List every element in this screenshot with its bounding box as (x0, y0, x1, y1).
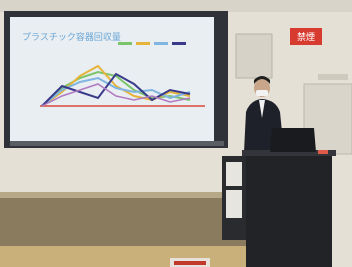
paper (226, 190, 242, 218)
legend-swatch (118, 42, 132, 45)
slide-title: プラスチック容器回収量 (22, 31, 121, 43)
chalkboard-frame (0, 196, 250, 246)
paper (226, 162, 242, 186)
floor (0, 246, 250, 267)
vent (318, 74, 348, 80)
screen-bottom-bar (10, 141, 224, 146)
ceiling-edge (0, 0, 352, 12)
wall-panel (236, 34, 272, 78)
legend-swatch (172, 42, 186, 45)
podium (246, 150, 332, 267)
floor-sign-text (174, 261, 206, 265)
legend-swatch (154, 42, 168, 45)
scene: プラスチック容器回収量 禁煙 (0, 0, 352, 267)
mask (256, 90, 268, 96)
sign-text: 禁煙 (297, 32, 315, 43)
legend-swatch (136, 42, 150, 45)
mic-light (318, 150, 328, 154)
chalk-tray (0, 192, 250, 198)
laptop (270, 128, 316, 152)
